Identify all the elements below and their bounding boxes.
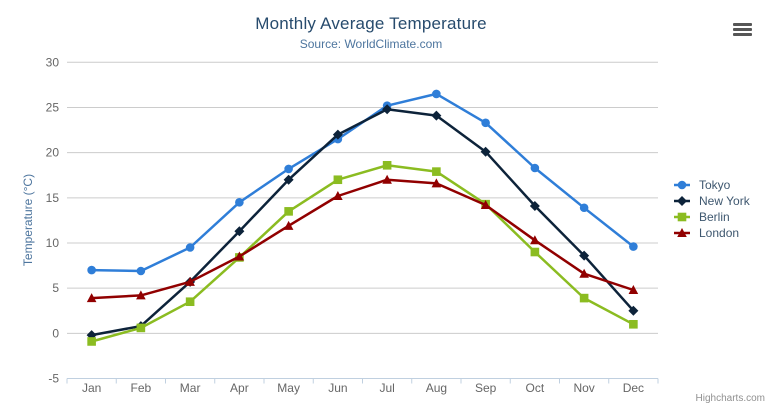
x-axis-label: Sep — [475, 381, 497, 395]
x-axis-label: Dec — [623, 381, 644, 395]
y-axis-label: 5 — [52, 281, 59, 295]
series-line-berlin[interactable] — [90, 164, 635, 343]
hamburger-icon — [732, 27, 752, 31]
x-axis-label: Apr — [230, 381, 249, 395]
legend-label: London — [699, 226, 740, 240]
hamburger-icon — [732, 32, 752, 36]
y-axis-label: 15 — [46, 191, 60, 205]
legend-marker-diamond-icon — [674, 196, 690, 206]
y-axis-label: -5 — [48, 372, 59, 386]
legend-marker-triangle-icon — [674, 228, 690, 237]
x-axis-label: Jan — [82, 381, 101, 395]
y-axis-label: 20 — [46, 146, 60, 160]
legend: Tokyo New York Berlin London — [674, 177, 750, 241]
context-menu-button[interactable] — [729, 19, 755, 41]
legend-item-new-york[interactable]: New York — [674, 193, 750, 209]
y-axis-label: 30 — [46, 55, 60, 69]
x-axis-label: Mar — [180, 381, 201, 395]
legend-label: New York — [699, 194, 750, 208]
series-line-london[interactable] — [90, 178, 635, 300]
chart-title: Monthly Average Temperature — [255, 14, 487, 33]
series-line-new-york[interactable] — [90, 108, 635, 337]
series-new-york[interactable] — [86, 104, 639, 341]
x-axis-label: Jul — [379, 381, 394, 395]
x-axis-label: Aug — [426, 381, 447, 395]
x-axis-label: Jun — [328, 381, 347, 395]
x-axis-label: May — [277, 381, 300, 395]
legend-marker-circle-icon — [674, 180, 690, 190]
series-tokyo[interactable] — [87, 89, 638, 276]
legend-item-london[interactable]: London — [674, 225, 750, 241]
y-axis-title: Temperature (°C) — [21, 173, 35, 267]
series-london[interactable] — [86, 174, 639, 303]
highcharts-credit-link[interactable]: Highcharts.com — [695, 393, 765, 404]
legend-item-berlin[interactable]: Berlin — [674, 209, 750, 225]
y-axis-label: 0 — [52, 326, 59, 340]
y-axis-label: 25 — [46, 100, 60, 114]
y-axis-label: 10 — [46, 236, 60, 250]
x-axis-label: Nov — [573, 381, 594, 395]
legend-marker-square-icon — [674, 212, 690, 222]
hamburger-icon — [732, 22, 752, 26]
x-axis-label: Oct — [526, 381, 545, 395]
x-axis-label: Feb — [131, 381, 152, 395]
chart-subtitle: Source: WorldClimate.com — [299, 37, 443, 51]
legend-label: Berlin — [699, 210, 730, 224]
legend-item-tokyo[interactable]: Tokyo — [674, 177, 750, 193]
legend-label: Tokyo — [699, 178, 731, 192]
series-line-tokyo[interactable] — [90, 92, 635, 273]
